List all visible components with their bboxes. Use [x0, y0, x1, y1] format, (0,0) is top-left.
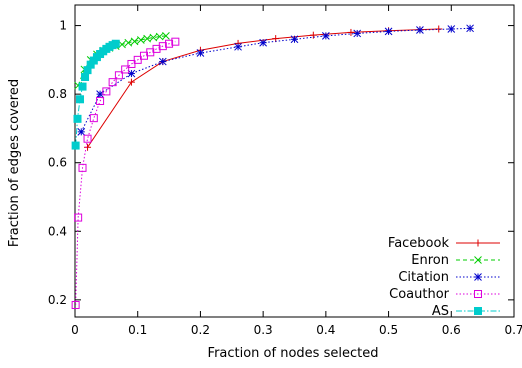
data-point — [83, 134, 92, 143]
series-coauthor — [71, 37, 180, 309]
data-point — [78, 82, 87, 91]
data-point — [309, 31, 317, 39]
data-point — [78, 163, 87, 172]
legend-label: AS — [432, 304, 449, 319]
plot-frame — [74, 4, 515, 318]
x-tick-label: 0.4 — [316, 323, 335, 337]
data-point — [89, 114, 98, 123]
data-point — [384, 27, 393, 36]
data-point — [347, 28, 355, 36]
data-point — [165, 39, 174, 48]
data-point — [171, 37, 180, 46]
x-tick-label: 0.7 — [504, 323, 522, 337]
legend-label: Facebook — [388, 236, 450, 251]
y-tick-label: 0.8 — [48, 87, 67, 101]
y-tick-label: 0.2 — [48, 293, 67, 307]
legend-marker — [474, 273, 482, 281]
legend-marker — [474, 239, 482, 247]
data-point — [290, 35, 299, 44]
legend-item-citation: Citation — [398, 270, 500, 285]
x-tick-label: 0.6 — [442, 323, 461, 337]
data-point — [127, 59, 136, 68]
legend-item-enron: Enron — [411, 253, 500, 268]
data-point — [114, 71, 123, 80]
data-point — [124, 38, 133, 47]
data-point — [102, 87, 111, 96]
data-point — [121, 65, 130, 74]
data-point — [416, 26, 424, 34]
legend-label: Enron — [411, 253, 449, 268]
series-as — [71, 39, 120, 150]
data-point — [130, 37, 139, 46]
x-tick-label: 0.2 — [191, 323, 210, 337]
data-point — [158, 42, 167, 51]
data-point — [152, 44, 161, 53]
x-tick-label: 0.5 — [379, 323, 398, 337]
legend-item-as: AS — [432, 304, 500, 319]
data-point — [108, 78, 117, 87]
x-tick-label: 0 — [71, 323, 79, 337]
y-axis-label: Fraction of edges covered — [7, 79, 22, 247]
data-point — [77, 128, 86, 136]
data-point — [73, 114, 82, 123]
data-point — [74, 213, 83, 222]
x-tick-label: 0.1 — [128, 323, 147, 337]
series-line — [75, 41, 176, 306]
data-point — [259, 38, 267, 47]
data-point — [196, 49, 205, 57]
plot-area-border — [74, 4, 515, 318]
data-point — [158, 57, 167, 66]
data-point — [127, 78, 135, 86]
series-line — [87, 28, 439, 148]
data-point — [466, 24, 474, 33]
legend-marker — [474, 307, 482, 315]
series-layer — [71, 24, 474, 309]
data-point — [76, 95, 85, 104]
data-point — [155, 32, 164, 41]
data-point — [162, 32, 170, 40]
data-point — [84, 143, 92, 151]
data-point — [234, 42, 242, 51]
data-point — [136, 36, 145, 44]
data-point — [322, 32, 330, 40]
legend: Facebook Enron Citation Coauthor AS — [388, 236, 500, 319]
x-axis-label: Fraction of nodes selected — [208, 346, 379, 361]
y-tick-label: 1 — [59, 19, 67, 33]
axis-ticks: 0 0.1 0.2 0.3 0.4 0.5 0.6 0.7 0.2 0.4 0.6 0.8 1 — [48, 5, 522, 337]
series-line — [80, 27, 471, 133]
data-point — [71, 141, 80, 150]
legend-item-coauthor: Coauthor — [389, 287, 500, 302]
data-point — [133, 55, 142, 64]
legend-marker — [474, 256, 482, 264]
legend-marker — [474, 290, 482, 298]
data-point — [81, 73, 90, 81]
data-point — [149, 33, 158, 42]
y-tick-label: 0.6 — [48, 156, 67, 170]
data-point — [353, 29, 362, 38]
data-point — [143, 34, 151, 43]
series-citation — [77, 24, 474, 136]
legend-label: Citation — [398, 270, 449, 285]
legend-item-facebook: Facebook — [388, 236, 500, 251]
y-tick-label: 0.4 — [48, 224, 67, 238]
legend-label: Coauthor — [389, 287, 450, 302]
data-point — [111, 39, 120, 48]
x-tick-label: 0.3 — [254, 323, 273, 337]
data-point — [447, 25, 456, 33]
data-point — [96, 97, 105, 105]
data-point — [71, 301, 80, 309]
